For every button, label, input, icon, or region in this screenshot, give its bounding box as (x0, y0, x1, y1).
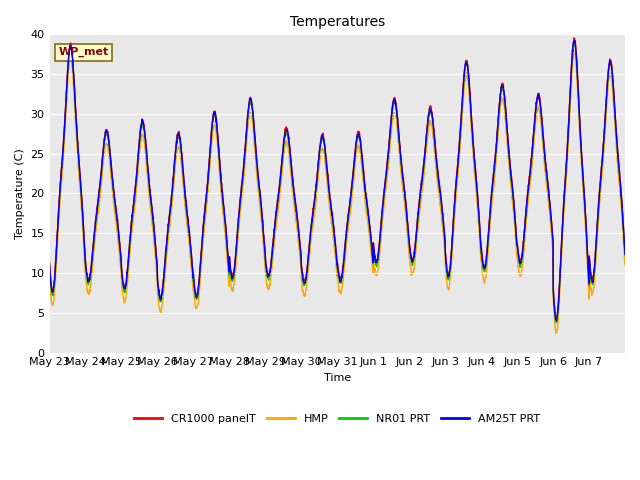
AM25T PRT (227, 271, 235, 277)
NR01 PRT (103, 130, 111, 135)
CR1000 panelT (372, 258, 380, 264)
AM25T PRT (621, 252, 629, 257)
HMP (571, 50, 579, 56)
NR01 PRT (543, 178, 551, 183)
CR1000 panelT (621, 249, 629, 254)
HMP (543, 186, 551, 192)
NR01 PRT (570, 39, 578, 45)
Title: Temperatures: Temperatures (290, 15, 385, 29)
NR01 PRT (552, 320, 560, 325)
CR1000 panelT (227, 268, 235, 274)
Line: HMP: HMP (49, 53, 625, 333)
X-axis label: Time: Time (324, 373, 351, 383)
Line: NR01 PRT: NR01 PRT (49, 42, 625, 323)
NR01 PRT (621, 252, 629, 258)
CR1000 panelT (543, 173, 551, 179)
NR01 PRT (613, 148, 621, 154)
AM25T PRT (511, 209, 518, 215)
HMP (45, 275, 53, 280)
HMP (103, 142, 111, 148)
HMP (613, 156, 621, 161)
Line: CR1000 panelT: CR1000 panelT (49, 38, 625, 319)
HMP (621, 262, 629, 267)
AM25T PRT (45, 263, 53, 268)
HMP (372, 272, 380, 277)
NR01 PRT (227, 274, 235, 279)
AM25T PRT (543, 174, 551, 180)
Legend: CR1000 panelT, HMP, NR01 PRT, AM25T PRT: CR1000 panelT, HMP, NR01 PRT, AM25T PRT (130, 409, 545, 428)
CR1000 panelT (552, 316, 560, 322)
AM25T PRT (571, 38, 579, 44)
HMP (227, 284, 235, 289)
CR1000 panelT (103, 128, 111, 134)
AM25T PRT (553, 318, 561, 324)
NR01 PRT (511, 211, 518, 217)
HMP (552, 330, 560, 336)
HMP (511, 223, 518, 228)
CR1000 panelT (45, 259, 53, 264)
AM25T PRT (613, 142, 621, 148)
AM25T PRT (103, 129, 111, 134)
Text: WP_met: WP_met (58, 47, 108, 57)
NR01 PRT (45, 264, 53, 269)
Line: AM25T PRT: AM25T PRT (49, 41, 625, 321)
CR1000 panelT (511, 208, 518, 214)
Y-axis label: Temperature (C): Temperature (C) (15, 148, 25, 239)
AM25T PRT (372, 260, 380, 265)
NR01 PRT (372, 260, 380, 266)
CR1000 panelT (613, 142, 621, 148)
CR1000 panelT (570, 35, 578, 41)
